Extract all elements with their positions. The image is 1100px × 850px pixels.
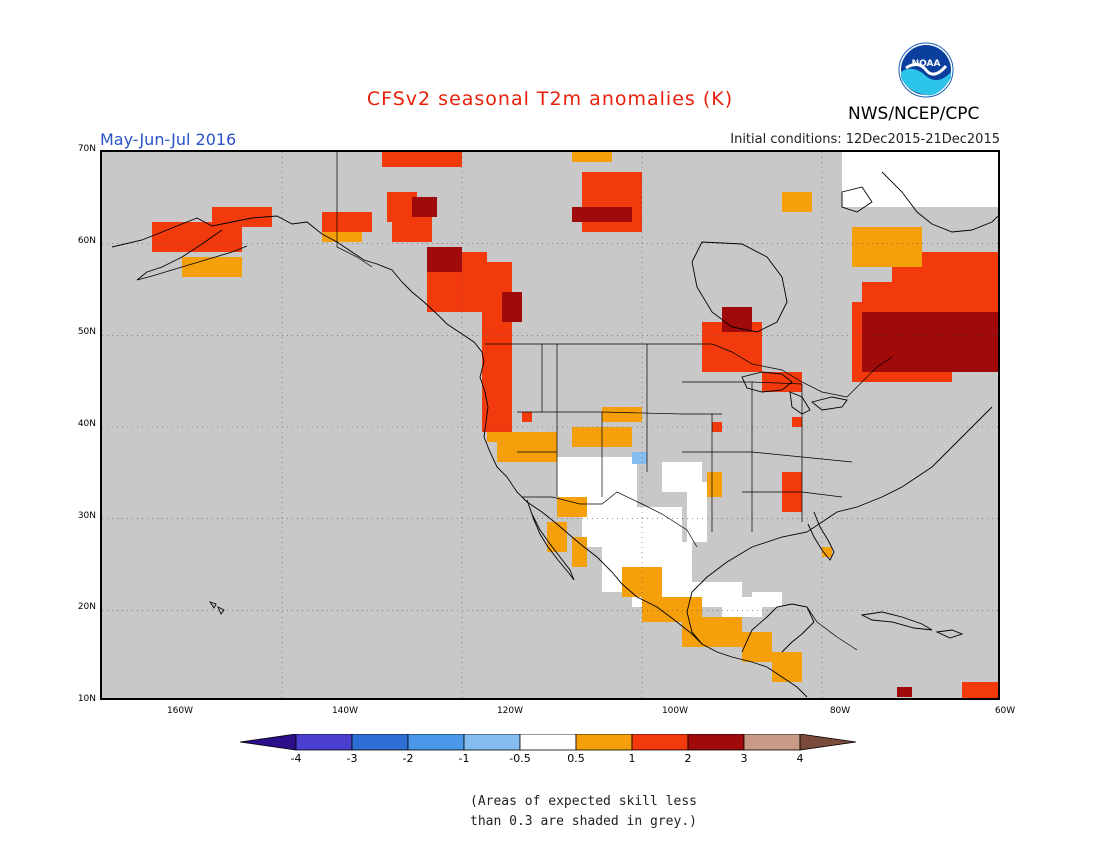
near-normal-region (582, 507, 682, 547)
warm-2-3-region (897, 687, 912, 697)
political-borders (336, 152, 893, 651)
near-normal-region (842, 152, 998, 207)
anomaly-cells (152, 152, 998, 698)
colorbar (240, 734, 857, 751)
warm-1-2-region (322, 212, 372, 232)
colorbar-label: 4 (796, 752, 804, 765)
warm-0.5-1-region (497, 432, 557, 462)
warm-0.5-1-region (682, 617, 742, 647)
skill-note-line-1: (Areas of expected skill less (470, 794, 697, 809)
warm-1-2-region (582, 172, 642, 232)
colorbar-cell (743, 734, 801, 751)
longitude-label: 60W (994, 706, 1016, 716)
colorbar-label: -0.5 (509, 752, 531, 765)
warm-2-3-region (572, 207, 632, 222)
latitude-label: 10N (77, 694, 96, 704)
warm-0.5-1-region (182, 257, 242, 277)
colorbar-label: 1 (628, 752, 636, 765)
noaa-logo-icon: NOAA (898, 42, 954, 98)
colorbar-cell (799, 734, 857, 751)
warm-0.5-1-region (557, 497, 587, 517)
latitude-label: 70N (77, 144, 96, 154)
warm-1-2-region (962, 682, 998, 698)
colorbar-label: 2 (684, 752, 692, 765)
warm-2-3-region (502, 292, 522, 322)
warm-1-2-region (382, 152, 462, 167)
near-normal-region (752, 592, 782, 607)
logo-text: NOAA (912, 59, 941, 69)
longitude-label: 160W (166, 706, 194, 716)
colorbar-label: -1 (458, 752, 470, 765)
colorbar-cell (240, 734, 297, 751)
warm-0.5-1-region (602, 407, 642, 422)
warm-0.5-1-region (322, 232, 362, 242)
warm-1-2-region (792, 417, 802, 427)
cool-region (632, 452, 647, 464)
map-canvas (102, 152, 998, 698)
warm-0.5-1-region (822, 547, 832, 557)
latitude-label: 60N (77, 235, 96, 246)
latitude-label: 40N (77, 419, 96, 429)
longitude-label: 100W (661, 706, 689, 716)
colorbar-cell (687, 734, 745, 751)
agency-label: NWS/NCEP/CPC (848, 104, 980, 124)
colorbar-label: -2 (402, 752, 414, 765)
longitude-label: 140W (331, 706, 359, 716)
map-title: CFSv2 seasonal T2m anomalies (K) (366, 88, 734, 110)
colorbar-label: 0.5 (567, 752, 585, 765)
colorbar-cell (295, 734, 353, 751)
warm-0.5-1-region (707, 472, 722, 497)
colorbar-label: 3 (740, 752, 748, 765)
colorbar-cell (407, 734, 465, 751)
anomaly-map (100, 150, 1000, 700)
colorbar-cell (351, 734, 409, 751)
longitude-label: 120W (496, 706, 524, 716)
warm-1-2-region (212, 207, 272, 227)
coastlines (111, 171, 998, 698)
warm-2-3-region (427, 247, 462, 272)
warm-0.5-1-region (547, 522, 567, 552)
warm-0.5-1-region (782, 192, 812, 212)
initial-conditions: Initial conditions: 12Dec2015-21Dec2015 (730, 132, 1000, 147)
skill-note: (Areas of expected skill less than 0.3 a… (470, 792, 697, 832)
skill-note-line-2: than 0.3 are shaded in grey.) (470, 814, 697, 829)
forecast-period: May-Jun-Jul 2016 (100, 130, 237, 149)
colorbar-cell (575, 734, 633, 751)
warm-1-2-region (522, 412, 532, 422)
latitude-label: 30N (77, 510, 96, 521)
latitude-label: 20N (77, 602, 96, 613)
latitude-label: 50N (77, 327, 96, 338)
colorbar-label: -3 (346, 752, 358, 765)
warm-0.5-1-region (852, 227, 922, 267)
graticule (102, 152, 998, 698)
warm-1-2-region (482, 312, 512, 432)
near-normal-region (687, 482, 707, 542)
warm-1-2-region (762, 372, 802, 392)
colorbar-cell (631, 734, 689, 751)
colorbar-cell (463, 734, 521, 751)
colorbar-cell (519, 734, 577, 751)
warm-0.5-1-region (772, 652, 802, 682)
warm-0.5-1-region (572, 152, 612, 162)
colorbar-label: -4 (290, 752, 302, 765)
warm-0.5-1-region (742, 632, 772, 662)
longitude-label: 80W (829, 706, 851, 716)
warm-0.5-1-region (572, 537, 587, 567)
warm-2-3-region (412, 197, 437, 217)
